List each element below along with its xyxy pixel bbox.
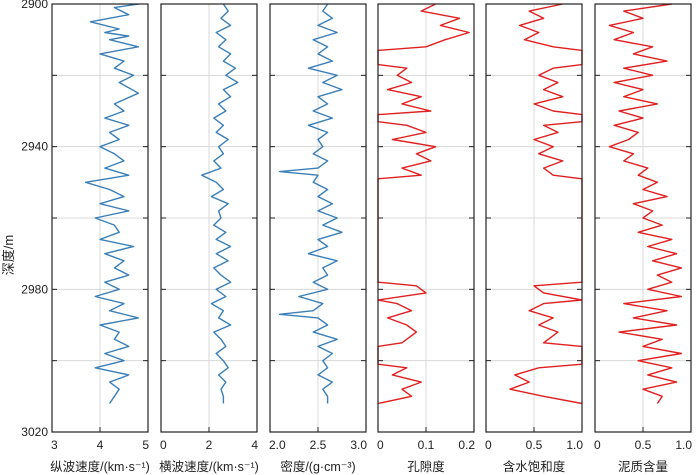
x-tick-label: 0.5 bbox=[635, 438, 652, 452]
log-curve bbox=[377, 3, 470, 405]
depth-tick-label: 2900 bbox=[21, 0, 48, 11]
depth-axis-label: 深度/m bbox=[1, 235, 16, 275]
x-axis-label: 孔隙度 bbox=[407, 459, 445, 474]
x-tick-label: 2.0 bbox=[269, 438, 286, 452]
log-curve bbox=[201, 3, 239, 404]
x-tick-label: 4 bbox=[97, 438, 104, 452]
x-axis-label: 泥质含量 bbox=[618, 459, 668, 474]
x-tick-label: 2 bbox=[206, 438, 213, 452]
x-tick-label: 4 bbox=[251, 438, 258, 452]
log-curve bbox=[509, 3, 583, 405]
log-curve bbox=[608, 3, 683, 404]
x-tick-label: 3 bbox=[51, 438, 58, 452]
x-tick-label: 2.5 bbox=[310, 438, 327, 452]
log-curve bbox=[278, 3, 343, 404]
log-panel-1: 3 4 5 纵波速度/(km·s⁻¹) bbox=[50, 3, 150, 474]
x-tick-label: 0.1 bbox=[418, 438, 435, 452]
log-panel-6: 0 0.5 1.0 泥质含量 bbox=[594, 3, 692, 474]
x-tick-label: 0 bbox=[594, 438, 601, 452]
x-tick-label: 5 bbox=[142, 438, 149, 452]
depth-tick-label: 2980 bbox=[21, 282, 48, 296]
log-panel-2: 0 2 4 横波速度/(km·s⁻¹) bbox=[159, 3, 259, 474]
x-tick-label: 3.0 bbox=[350, 438, 367, 452]
x-tick-label: 0 bbox=[160, 438, 167, 452]
log-panel-4: 0 0.1 0.2 孔隙度 bbox=[377, 3, 475, 474]
x-tick-label: 1.0 bbox=[566, 438, 583, 452]
x-axis-label: 密度/(g·cm⁻³) bbox=[280, 459, 355, 474]
x-axis-label: 含水饱和度 bbox=[503, 459, 566, 474]
x-tick-label: 0.5 bbox=[526, 438, 543, 452]
depth-tick-label: 3020 bbox=[21, 425, 48, 439]
x-tick-label: 0 bbox=[485, 438, 492, 452]
x-axis-label: 横波速度/(km·s⁻¹) bbox=[159, 459, 259, 474]
x-tick-label: 0.2 bbox=[458, 438, 475, 452]
x-tick-label: 0 bbox=[377, 438, 384, 452]
log-panel-3: 2.0 2.5 3.0 密度/(g·cm⁻³) bbox=[269, 3, 367, 474]
log-curve bbox=[84, 3, 140, 404]
x-tick-label: 1.0 bbox=[675, 438, 692, 452]
x-axis-label: 纵波速度/(km·s⁻¹) bbox=[50, 459, 150, 474]
depth-tick-label: 2940 bbox=[21, 140, 48, 154]
